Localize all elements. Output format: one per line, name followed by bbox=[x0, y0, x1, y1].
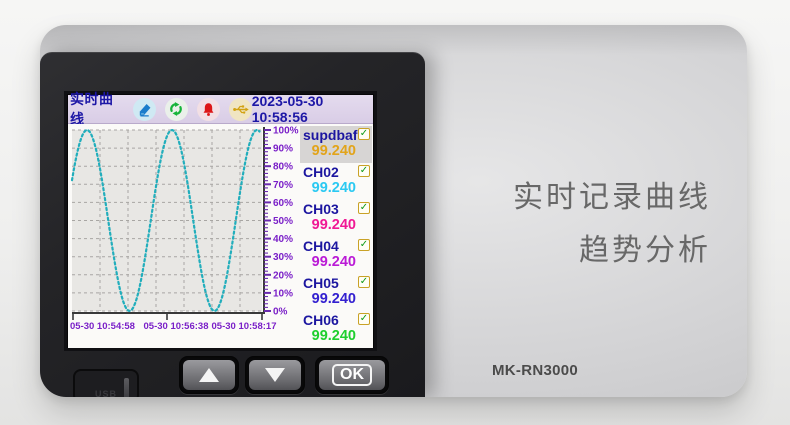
checkbox-icon[interactable]: ✓ bbox=[358, 128, 370, 140]
channel-row[interactable]: ✓ CH06 99.240 bbox=[300, 311, 372, 348]
checkbox-icon[interactable]: ✓ bbox=[358, 165, 370, 177]
usb-icon[interactable] bbox=[228, 97, 252, 121]
svg-text:90%: 90% bbox=[273, 144, 293, 155]
channel-name: CH05 bbox=[303, 275, 339, 291]
channel-list: ✓ supdbaf 99.240 ✓ CH02 99.240 ✓ CH03 99.240 ✓ CH0… bbox=[300, 126, 372, 348]
tagline-line1: 实时记录曲线 bbox=[513, 181, 711, 214]
svg-text:05-30 10:54:58: 05-30 10:54:58 bbox=[70, 321, 135, 332]
svg-text:05-30 10:56:38: 05-30 10:56:38 bbox=[144, 321, 209, 332]
recorder-device: 实时曲线 bbox=[40, 52, 425, 397]
product-photo-card: 实时曲线 bbox=[40, 25, 747, 397]
up-arrow-icon bbox=[199, 368, 219, 382]
usb-door[interactable]: USB bbox=[73, 369, 139, 397]
channel-name: CH02 bbox=[303, 164, 339, 180]
tagline-line2: 趋势分析 bbox=[579, 234, 711, 267]
channel-row[interactable]: ✓ supdbaf 99.240 bbox=[300, 126, 372, 163]
channel-name: CH03 bbox=[303, 201, 339, 217]
usb-latch bbox=[124, 378, 129, 397]
channel-value: 99.240 bbox=[311, 328, 356, 344]
svg-text:40%: 40% bbox=[273, 234, 293, 245]
channel-value: 99.240 bbox=[311, 291, 356, 307]
pen-icon[interactable] bbox=[132, 97, 156, 121]
screen-header-bar: 实时曲线 bbox=[68, 91, 373, 127]
ok-button-label: OK bbox=[332, 364, 372, 386]
checkbox-icon[interactable]: ✓ bbox=[358, 202, 370, 214]
channel-name: supdbaf bbox=[303, 127, 358, 143]
svg-text:50%: 50% bbox=[273, 216, 293, 227]
svg-text:20%: 20% bbox=[273, 270, 293, 281]
channel-value: 99.240 bbox=[311, 217, 356, 233]
svg-text:80%: 80% bbox=[273, 162, 293, 173]
tagline: 实时记录曲线 趋势分析 bbox=[513, 171, 711, 277]
screen-title: 实时曲线 bbox=[70, 91, 114, 127]
screen-datetime: 2023-05-30 10:58:56 bbox=[251, 93, 324, 125]
svg-text:30%: 30% bbox=[273, 252, 293, 263]
channel-value: 99.240 bbox=[311, 143, 356, 159]
channel-name: CH06 bbox=[303, 312, 339, 328]
channel-row[interactable]: ✓ CH02 99.240 bbox=[300, 163, 372, 200]
device-screen: 实时曲线 bbox=[67, 91, 374, 348]
checkbox-icon[interactable]: ✓ bbox=[358, 276, 370, 288]
svg-text:60%: 60% bbox=[273, 198, 293, 209]
channel-value: 99.240 bbox=[311, 180, 356, 196]
svg-text:05-30 10:58:17: 05-30 10:58:17 bbox=[212, 321, 277, 332]
usb-door-label: USB bbox=[94, 389, 117, 397]
sync-icon[interactable] bbox=[164, 97, 188, 121]
channel-value: 99.240 bbox=[311, 254, 356, 270]
realtime-curve-chart: 100% 90% 80% 70% 60% 50% 40% 30% 20% 10% 0% 05-30 1… bbox=[70, 126, 299, 333]
model-label: MK-RN3000 bbox=[492, 362, 579, 379]
svg-text:10%: 10% bbox=[273, 288, 293, 299]
svg-text:100%: 100% bbox=[273, 126, 299, 137]
checkbox-icon[interactable]: ✓ bbox=[358, 239, 370, 251]
ok-button[interactable]: OK bbox=[315, 356, 389, 394]
down-button[interactable] bbox=[245, 356, 305, 394]
down-arrow-icon bbox=[265, 368, 285, 382]
up-button[interactable] bbox=[179, 356, 239, 394]
channel-name: CH04 bbox=[303, 238, 339, 254]
screen-body: 100% 90% 80% 70% 60% 50% 40% 30% 20% 10% 0% 05-30 1… bbox=[68, 124, 373, 348]
checkbox-icon[interactable]: ✓ bbox=[358, 313, 370, 325]
alarm-bell-icon[interactable] bbox=[196, 97, 220, 121]
channel-row[interactable]: ✓ CH04 99.240 bbox=[300, 237, 372, 274]
svg-text:70%: 70% bbox=[273, 180, 293, 191]
channel-row[interactable]: ✓ CH03 99.240 bbox=[300, 200, 372, 237]
svg-text:0%: 0% bbox=[273, 307, 288, 318]
channel-row[interactable]: ✓ CH05 99.240 bbox=[300, 274, 372, 311]
